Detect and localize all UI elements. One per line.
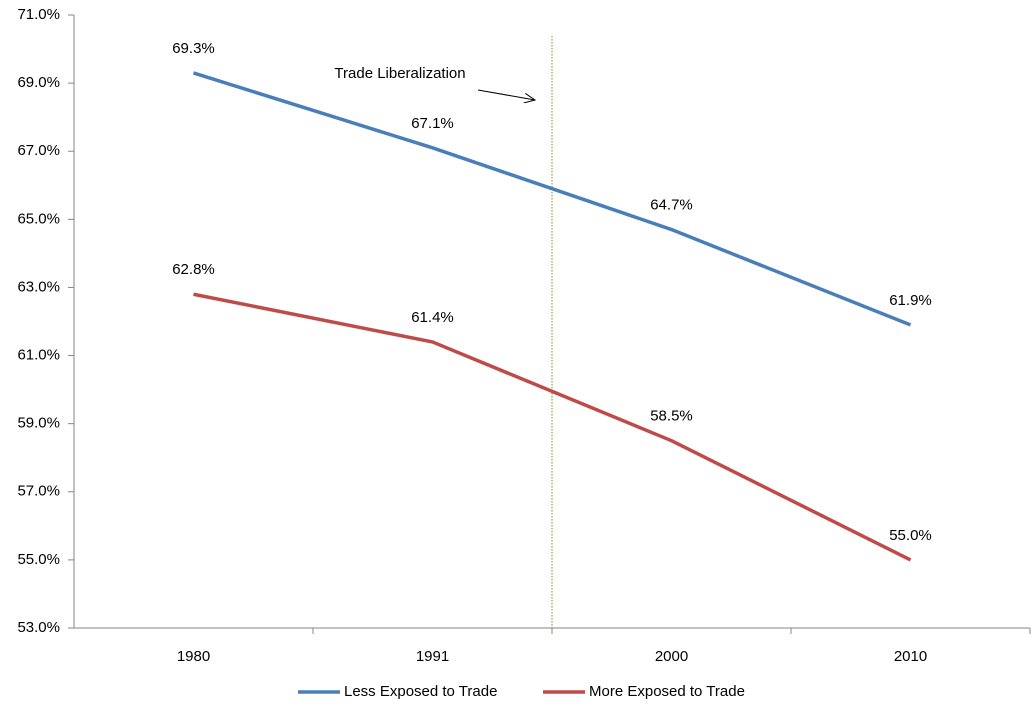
x-tick-label: 2000 <box>655 648 688 665</box>
legend-label: More Exposed to Trade <box>589 683 745 700</box>
y-tick-label: 67.0% <box>17 142 60 159</box>
data-label: 67.1% <box>411 115 454 132</box>
legend-label: Less Exposed to Trade <box>344 683 497 700</box>
y-tick-label: 69.0% <box>17 74 60 91</box>
data-label: 62.8% <box>172 261 215 278</box>
x-tick-label: 1980 <box>177 648 210 665</box>
annotation: Trade Liberalization <box>334 65 465 82</box>
annotation-arrow <box>477 89 535 100</box>
series-line <box>193 292 912 562</box>
x-tick-label: 1991 <box>416 648 449 665</box>
y-tick-label: 71.0% <box>17 6 60 23</box>
data-label: 61.9% <box>889 292 932 309</box>
y-tick-label: 53.0% <box>17 619 60 636</box>
y-tick-label: 55.0% <box>17 551 60 568</box>
y-tick-label: 63.0% <box>17 278 60 295</box>
data-label: 69.3% <box>172 40 215 57</box>
data-label: 64.7% <box>650 197 693 214</box>
y-tick-label: 61.0% <box>17 347 60 364</box>
data-label: 58.5% <box>650 408 693 425</box>
y-tick-label: 57.0% <box>17 483 60 500</box>
data-label: 55.0% <box>889 527 932 544</box>
data-label: 61.4% <box>411 309 454 326</box>
y-tick-label: 65.0% <box>17 210 60 227</box>
x-tick-label: 2010 <box>894 648 927 665</box>
y-tick-label: 59.0% <box>17 415 60 432</box>
series-line <box>192 71 912 327</box>
